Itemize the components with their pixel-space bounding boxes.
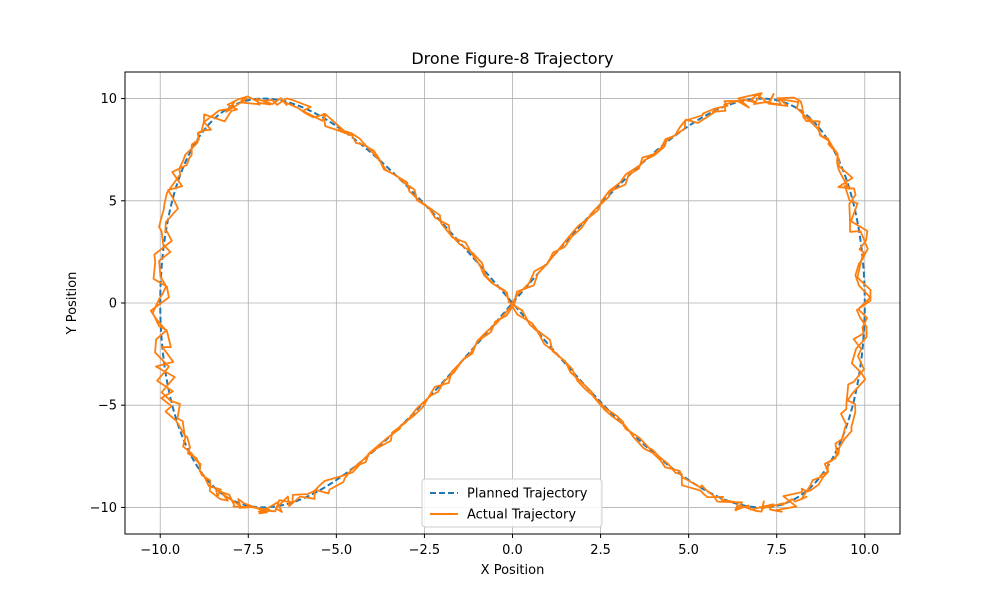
series-planned-trajectory <box>159 97 866 509</box>
y-axis-label: Y Position <box>65 272 80 336</box>
y-tick-label: 5 <box>109 194 117 209</box>
ticks: −10.0 −7.5 −5.0 −2.5 0.0 2.5 5.0 7.5 10.0 −10 −5 0 5… <box>90 92 880 558</box>
chart-title: Drone Figure-8 Trajectory <box>411 49 613 68</box>
x-axis-label: X Position <box>481 563 545 578</box>
x-tick-label: 10.0 <box>850 543 879 558</box>
x-tick-label: −7.5 <box>233 543 265 558</box>
x-tick-label: −10.0 <box>140 543 180 558</box>
legend-label-planned: Planned Trajectory <box>467 487 588 502</box>
series-layer <box>149 92 872 515</box>
legend-box <box>421 478 603 528</box>
y-tick-label: 0 <box>109 297 117 312</box>
series-actual-trajectory <box>149 92 872 515</box>
x-tick-label: 7.5 <box>766 543 787 558</box>
y-tick-label: −5 <box>98 399 117 414</box>
x-tick-label: −2.5 <box>409 543 441 558</box>
x-tick-label: 0.0 <box>502 543 523 558</box>
y-tick-label: −10 <box>90 501 117 516</box>
x-tick-label: −5.0 <box>321 543 353 558</box>
x-tick-label: 5.0 <box>678 543 699 558</box>
x-tick-label: 2.5 <box>590 543 611 558</box>
legend-label-actual: Actual Trajectory <box>467 508 576 523</box>
y-tick-label: 10 <box>100 92 117 107</box>
legend: Planned Trajectory Actual Trajectory <box>421 478 603 528</box>
